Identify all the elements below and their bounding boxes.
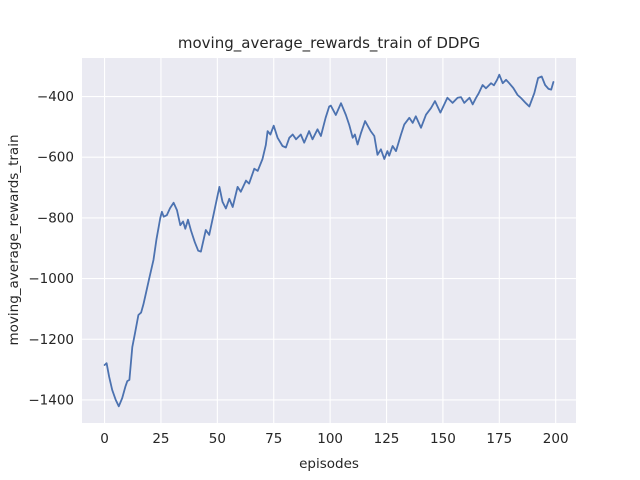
y-tick-label: −400: [37, 89, 74, 105]
x-tick-label: 200: [543, 431, 569, 447]
x-tick-label: 75: [265, 431, 282, 447]
x-tick-label: 25: [152, 431, 169, 447]
y-tick-label: −800: [37, 210, 74, 226]
y-tick-label: −1200: [28, 332, 74, 348]
x-tick-label: 0: [100, 431, 109, 447]
x-tick-label: 175: [486, 431, 512, 447]
y-tick-label: −1400: [28, 392, 74, 408]
axes-background: [82, 58, 576, 423]
x-tick-label: 125: [374, 431, 400, 447]
x-tick-label: 100: [317, 431, 343, 447]
chart-title: moving_average_rewards_train of DDPG: [177, 34, 481, 52]
data-line: [103, 73, 555, 408]
x-tick-label: 50: [209, 431, 226, 447]
x-axis-label: episodes: [299, 456, 359, 472]
x-tick-label: 150: [430, 431, 456, 447]
y-tick-label: −1000: [28, 271, 74, 287]
y-tick-label: −600: [37, 150, 74, 166]
